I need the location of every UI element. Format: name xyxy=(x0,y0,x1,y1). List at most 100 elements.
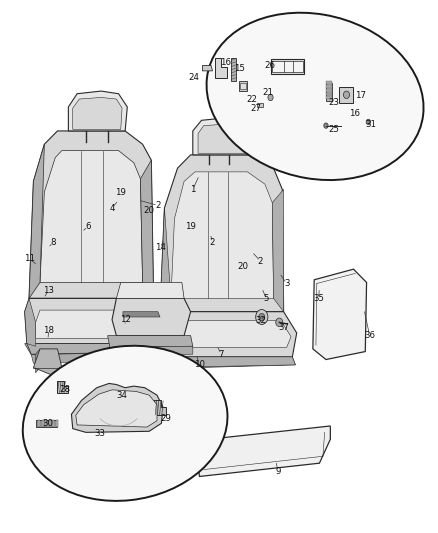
Text: 34: 34 xyxy=(117,391,127,400)
Polygon shape xyxy=(40,151,143,282)
Polygon shape xyxy=(68,91,127,131)
Polygon shape xyxy=(49,420,51,426)
Polygon shape xyxy=(25,344,173,355)
Text: 6: 6 xyxy=(85,222,91,231)
Polygon shape xyxy=(158,357,295,368)
Polygon shape xyxy=(160,155,284,312)
Polygon shape xyxy=(326,83,332,101)
Polygon shape xyxy=(57,381,68,393)
Polygon shape xyxy=(35,349,40,373)
Polygon shape xyxy=(272,61,303,72)
Polygon shape xyxy=(239,82,247,91)
Polygon shape xyxy=(56,420,58,426)
Text: 35: 35 xyxy=(313,294,324,303)
Polygon shape xyxy=(154,400,166,415)
Text: 20: 20 xyxy=(144,206,155,215)
Circle shape xyxy=(276,318,283,327)
Polygon shape xyxy=(36,419,57,427)
Polygon shape xyxy=(108,336,193,348)
Text: 33: 33 xyxy=(95,430,106,439)
Polygon shape xyxy=(313,269,367,360)
Circle shape xyxy=(268,94,273,101)
Text: 17: 17 xyxy=(355,91,367,100)
Text: 18: 18 xyxy=(43,326,54,335)
Polygon shape xyxy=(117,336,186,344)
Polygon shape xyxy=(45,420,47,426)
Polygon shape xyxy=(25,298,173,344)
Polygon shape xyxy=(108,346,193,356)
Bar xyxy=(326,82,332,84)
Text: 2: 2 xyxy=(155,201,161,210)
Text: 2: 2 xyxy=(210,238,215,247)
Text: 32: 32 xyxy=(255,316,266,325)
Polygon shape xyxy=(25,298,35,346)
Circle shape xyxy=(366,119,371,125)
Polygon shape xyxy=(141,160,153,298)
Polygon shape xyxy=(35,310,164,338)
Text: 31: 31 xyxy=(365,119,376,128)
Polygon shape xyxy=(112,298,191,336)
Polygon shape xyxy=(193,118,255,155)
Ellipse shape xyxy=(207,13,424,180)
Text: 16: 16 xyxy=(349,109,360,118)
Polygon shape xyxy=(158,357,295,368)
Polygon shape xyxy=(29,131,153,298)
Text: 25: 25 xyxy=(328,125,339,134)
Polygon shape xyxy=(52,420,54,426)
Text: 7: 7 xyxy=(219,350,224,359)
Polygon shape xyxy=(155,312,297,357)
Polygon shape xyxy=(231,58,236,82)
Polygon shape xyxy=(202,66,212,71)
Polygon shape xyxy=(123,312,160,317)
Text: 2: 2 xyxy=(258,257,263,265)
Text: 3: 3 xyxy=(284,279,290,288)
Text: 13: 13 xyxy=(43,286,54,295)
Polygon shape xyxy=(38,420,40,426)
Text: 8: 8 xyxy=(50,238,56,247)
Text: 4: 4 xyxy=(109,204,115,213)
Polygon shape xyxy=(198,426,330,477)
Text: 19: 19 xyxy=(185,222,196,231)
Text: 10: 10 xyxy=(194,360,205,369)
Polygon shape xyxy=(42,420,44,426)
Polygon shape xyxy=(33,349,62,375)
Polygon shape xyxy=(76,390,157,427)
Polygon shape xyxy=(117,282,184,298)
Text: 28: 28 xyxy=(60,385,71,394)
Text: 12: 12 xyxy=(120,315,131,324)
Text: 37: 37 xyxy=(278,323,289,332)
Text: 5: 5 xyxy=(263,294,269,303)
Polygon shape xyxy=(171,172,274,298)
Polygon shape xyxy=(155,312,164,360)
Polygon shape xyxy=(339,87,353,103)
Ellipse shape xyxy=(23,346,227,501)
Polygon shape xyxy=(160,208,171,312)
Circle shape xyxy=(256,310,268,325)
Text: 29: 29 xyxy=(160,414,171,423)
Text: 11: 11 xyxy=(24,254,35,263)
Polygon shape xyxy=(240,83,246,90)
Bar xyxy=(326,85,332,88)
Text: 16: 16 xyxy=(220,59,231,67)
Text: 20: 20 xyxy=(237,262,248,271)
Circle shape xyxy=(343,91,350,99)
Text: 36: 36 xyxy=(364,331,375,340)
Text: 14: 14 xyxy=(155,244,166,253)
Text: 30: 30 xyxy=(42,419,53,428)
Polygon shape xyxy=(29,144,44,298)
Circle shape xyxy=(324,123,328,128)
Bar xyxy=(326,89,332,92)
Polygon shape xyxy=(198,124,251,154)
Text: 23: 23 xyxy=(328,98,339,107)
Text: 19: 19 xyxy=(115,188,126,197)
Polygon shape xyxy=(164,321,291,348)
Bar xyxy=(326,96,332,99)
Polygon shape xyxy=(71,383,163,432)
Bar xyxy=(326,93,332,95)
Text: 24: 24 xyxy=(188,73,199,82)
Polygon shape xyxy=(31,352,175,364)
Text: 26: 26 xyxy=(265,61,276,70)
Polygon shape xyxy=(271,59,304,74)
Text: 22: 22 xyxy=(246,94,257,103)
Polygon shape xyxy=(215,58,227,78)
